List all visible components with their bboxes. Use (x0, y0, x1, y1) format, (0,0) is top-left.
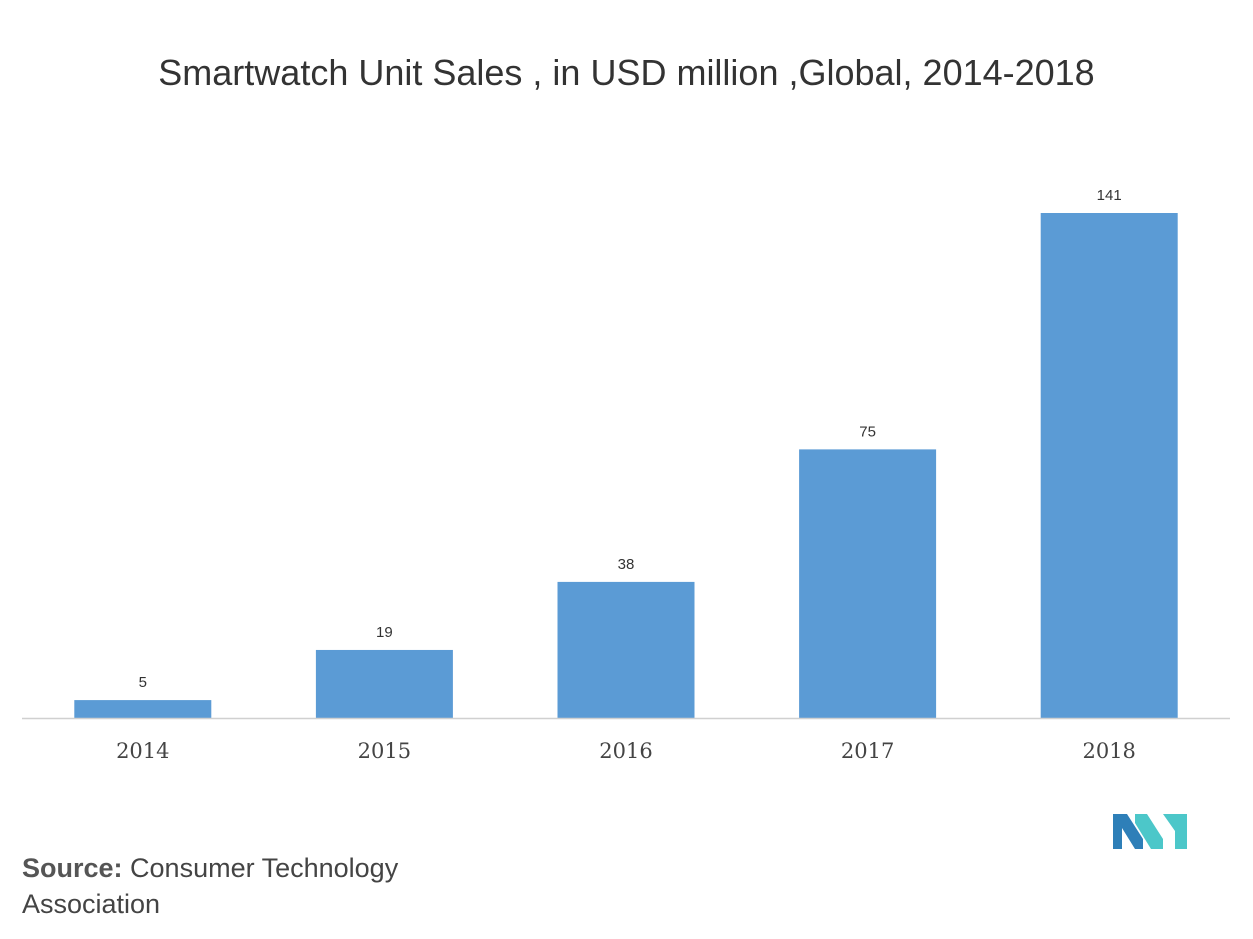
bars-group (74, 213, 1178, 718)
data-label-2015: 19 (376, 624, 393, 641)
data-label-2016: 38 (618, 556, 635, 573)
x-tick-label-2014: 2014 (116, 739, 169, 763)
x-tick-label-2017: 2017 (841, 739, 894, 763)
x-tick-label-2015: 2015 (358, 739, 411, 763)
company-logo-icon (1113, 814, 1187, 849)
data-label-2014: 5 (139, 674, 147, 691)
source-note: Source: Consumer Technology Association (22, 850, 462, 922)
chart-title: Smartwatch Unit Sales , in USD million ,… (158, 52, 1095, 93)
bar-chart: 5 2014 19 2015 38 2016 75 2017 141 2018 (22, 187, 1230, 763)
x-tick-label-2016: 2016 (599, 739, 652, 763)
x-tick-label-2018: 2018 (1082, 739, 1135, 763)
bar-2018 (1040, 213, 1178, 718)
data-label-2017: 75 (859, 423, 876, 440)
source-label: Source: (22, 853, 123, 883)
logo-shape-right (1163, 814, 1187, 849)
logo-shape-middle (1135, 814, 1163, 849)
bar-2015 (315, 649, 453, 718)
bar-2016 (557, 581, 695, 718)
data-label-2018: 141 (1097, 187, 1122, 204)
labels-group: 5 2014 19 2015 38 2016 75 2017 141 2018 (116, 187, 1136, 763)
logo-shape-left (1113, 814, 1143, 849)
source-text: Consumer Technology Association (22, 853, 399, 919)
bar-2017 (799, 449, 937, 718)
bar-2014 (74, 700, 212, 718)
